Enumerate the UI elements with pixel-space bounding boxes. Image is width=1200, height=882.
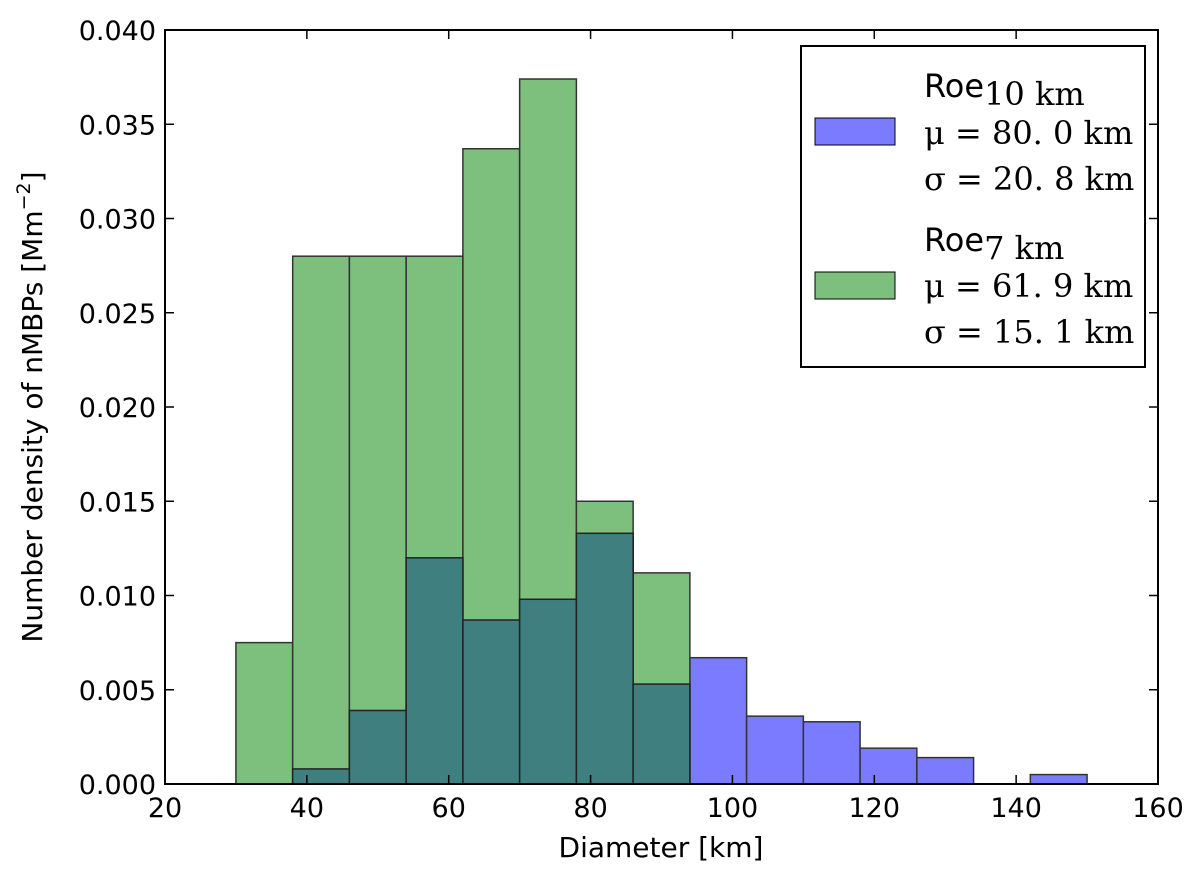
x-tick-label: 120 xyxy=(849,793,901,824)
x-axis-title: Diameter [km] xyxy=(559,831,764,864)
y-tick-label: 0.020 xyxy=(79,393,156,424)
bar-overlap-78 xyxy=(575,532,634,785)
legend-label-roe7km: Roe7 km xyxy=(924,221,1064,267)
y-tick-label: 0.015 xyxy=(79,487,156,518)
bar-roe7km-46 xyxy=(348,255,407,785)
legend-label-base: Roe xyxy=(924,221,984,259)
bar-roe10km-142 xyxy=(1029,773,1088,785)
y-tick-label: 0.035 xyxy=(79,110,156,141)
bar-roe10km-94 xyxy=(689,656,748,785)
y-tick-label: 0.005 xyxy=(79,676,156,707)
legend-mu-roe7km: μ = 61. 9 km xyxy=(924,267,1133,305)
x-tick-label: 100 xyxy=(707,793,759,824)
legend-sigma-roe7km: σ = 15. 1 km xyxy=(924,313,1134,351)
bar-roe10km-102 xyxy=(745,715,805,785)
bar-overlap-38 xyxy=(291,768,351,785)
legend-sigma-roe10km: σ = 20. 8 km xyxy=(924,160,1134,198)
y-axis-title-exponent: −2 xyxy=(13,182,35,210)
bar-roe10km-118 xyxy=(859,747,918,785)
x-tick-label: 80 xyxy=(573,793,607,824)
y-tick-label: 0.030 xyxy=(79,205,156,236)
y-tick-label: 0.040 xyxy=(79,16,156,47)
bar-overlap-54 xyxy=(405,557,464,785)
overlap-bars xyxy=(291,532,691,785)
legend-mu-roe10km: μ = 80. 0 km xyxy=(924,114,1133,152)
legend-swatch-roe7km xyxy=(814,271,896,300)
bar-roe10km-126 xyxy=(916,756,975,785)
legend-box xyxy=(800,45,1146,368)
x-tick-label: 20 xyxy=(148,793,182,824)
axis-ticks xyxy=(164,29,1159,785)
bar-roe7km-30 xyxy=(235,641,294,785)
legend-label-subscript: 10 km xyxy=(984,75,1085,113)
bar-overlap-70 xyxy=(518,598,578,785)
legend: Roe10 km μ = 80. 0 km σ = 20. 8 km Roe7 … xyxy=(800,45,1146,368)
x-tick-label: 60 xyxy=(432,793,466,824)
y-axis-title-main: Number density of nMBPs [Mm xyxy=(16,210,49,642)
legend-label-base: Roe xyxy=(924,67,984,105)
legend-swatch-roe10km xyxy=(814,117,896,146)
y-tick-label: 0.010 xyxy=(79,582,156,613)
x-tick-label: 140 xyxy=(990,793,1042,824)
x-tick-label: 40 xyxy=(290,793,324,824)
y-axis-title-close: ] xyxy=(16,171,49,182)
bar-roe10km-110 xyxy=(802,721,861,785)
y-tick-label: 0.025 xyxy=(79,299,156,330)
bar-overlap-62 xyxy=(462,619,521,785)
legend-label-roe10km: Roe10 km xyxy=(924,67,1085,113)
y-axis-title: Number density of nMBPs [Mm−2] xyxy=(13,171,49,642)
legend-label-subscript: 7 km xyxy=(984,229,1064,267)
x-tick-label: 160 xyxy=(1132,793,1184,824)
y-tick-label: 0.000 xyxy=(79,770,156,801)
bar-overlap-46 xyxy=(348,709,407,785)
bar-overlap-86 xyxy=(632,683,691,785)
bar-roe7km-38 xyxy=(291,255,351,785)
axis-tick-labels: 20 40 60 80 100 120 140 160 0.000 0.005 0.010 0.015… xyxy=(79,16,1184,824)
